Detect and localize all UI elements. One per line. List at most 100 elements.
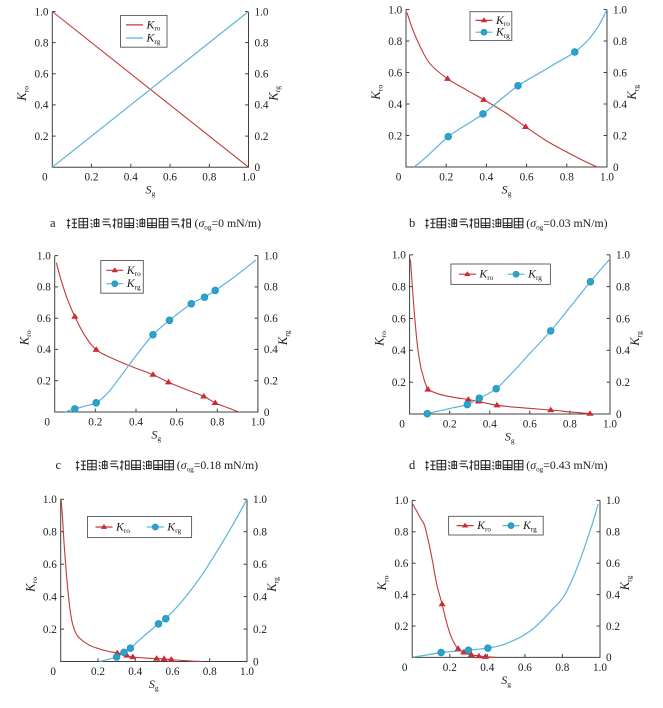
svg-text:1.0: 1.0 xyxy=(253,494,267,506)
svg-text:0: 0 xyxy=(255,162,261,174)
svg-text:c: c xyxy=(56,458,62,472)
svg-text:Krg: Krg xyxy=(495,25,510,40)
svg-text:0: 0 xyxy=(399,419,405,431)
svg-text:0.6: 0.6 xyxy=(255,69,269,81)
svg-text:0: 0 xyxy=(264,407,270,419)
svg-text:1.0: 1.0 xyxy=(43,494,57,506)
svg-text:0.4: 0.4 xyxy=(392,345,406,357)
svg-text:0.8: 0.8 xyxy=(43,527,57,539)
svg-text:0.6: 0.6 xyxy=(606,558,620,570)
svg-text:0.6: 0.6 xyxy=(253,559,267,571)
svg-text:0.6: 0.6 xyxy=(518,662,532,674)
svg-text:0.2: 0.2 xyxy=(37,376,51,388)
svg-text:0.2: 0.2 xyxy=(606,621,620,633)
svg-text:0.8: 0.8 xyxy=(563,419,577,431)
svg-text:1.0: 1.0 xyxy=(264,250,278,262)
svg-text:0.6: 0.6 xyxy=(264,313,278,325)
svg-text:0.2: 0.2 xyxy=(443,662,457,674)
svg-text:Kro: Kro xyxy=(478,267,493,282)
svg-text:1.0: 1.0 xyxy=(240,666,254,678)
svg-text:0.2: 0.2 xyxy=(388,130,402,142)
svg-text:0.4: 0.4 xyxy=(606,589,620,601)
svg-text:0.4: 0.4 xyxy=(43,591,57,603)
svg-text:Krg: Krg xyxy=(265,577,281,593)
svg-text:0.8: 0.8 xyxy=(202,172,216,184)
svg-text:0.2: 0.2 xyxy=(616,377,630,389)
svg-text:0: 0 xyxy=(606,652,612,664)
svg-text:0: 0 xyxy=(613,162,619,174)
svg-text:0.6: 0.6 xyxy=(166,666,180,678)
svg-text:Kro: Kro xyxy=(369,85,385,101)
svg-text:0.4: 0.4 xyxy=(129,417,143,429)
svg-text:0.2: 0.2 xyxy=(264,376,278,388)
svg-text:0.8: 0.8 xyxy=(253,527,267,539)
svg-text:0.6: 0.6 xyxy=(163,172,177,184)
svg-text:0.6: 0.6 xyxy=(520,172,534,184)
svg-text:0: 0 xyxy=(616,409,622,421)
svg-text:Kro: Kro xyxy=(375,575,391,591)
svg-text:(σog=0.03 mN/m): (σog=0.03 mN/m) xyxy=(526,216,607,231)
svg-text:Kro: Kro xyxy=(146,17,161,32)
svg-text:0.4: 0.4 xyxy=(616,345,630,357)
svg-text:0.4: 0.4 xyxy=(388,99,402,111)
svg-text:0.8: 0.8 xyxy=(555,662,569,674)
svg-text:0.2: 0.2 xyxy=(91,666,105,678)
svg-text:0.6: 0.6 xyxy=(616,313,630,325)
svg-text:1.0: 1.0 xyxy=(392,250,406,262)
svg-text:0: 0 xyxy=(253,656,259,668)
svg-text:0.8: 0.8 xyxy=(203,666,217,678)
svg-text:0.8: 0.8 xyxy=(616,281,630,293)
svg-text:(σog=0.43 mN/m): (σog=0.43 mN/m) xyxy=(526,458,607,473)
svg-text:0.2: 0.2 xyxy=(35,131,49,143)
svg-text:Krg: Krg xyxy=(276,330,292,346)
svg-text:Sg: Sg xyxy=(505,430,515,446)
svg-text:Krg: Krg xyxy=(625,85,641,101)
svg-text:0.6: 0.6 xyxy=(43,559,57,571)
svg-text:0.4: 0.4 xyxy=(479,172,493,184)
svg-text:Krg: Krg xyxy=(126,276,141,291)
svg-text:Kro: Kro xyxy=(18,330,34,346)
svg-text:Krg: Krg xyxy=(527,267,542,282)
svg-text:Kro: Kro xyxy=(495,13,510,28)
svg-text:b: b xyxy=(409,216,415,230)
svg-text:Krg: Krg xyxy=(266,86,282,102)
svg-text:Krg: Krg xyxy=(146,31,161,46)
svg-text:0.2: 0.2 xyxy=(88,417,102,429)
svg-text:1.0: 1.0 xyxy=(35,6,49,18)
svg-text:0: 0 xyxy=(402,662,408,674)
svg-text:0.4: 0.4 xyxy=(128,666,142,678)
svg-text:Krg: Krg xyxy=(628,331,644,347)
svg-text:Krg: Krg xyxy=(166,520,181,535)
svg-text:0.8: 0.8 xyxy=(394,527,408,539)
svg-text:0.2: 0.2 xyxy=(613,130,627,142)
svg-text:Kro: Kro xyxy=(373,331,389,347)
svg-text:0.8: 0.8 xyxy=(560,172,574,184)
svg-text:0.4: 0.4 xyxy=(124,172,138,184)
svg-text:0.4: 0.4 xyxy=(35,100,49,112)
svg-text:1.0: 1.0 xyxy=(600,172,614,184)
svg-text:1.0: 1.0 xyxy=(37,250,51,262)
svg-text:0.6: 0.6 xyxy=(37,313,51,325)
svg-text:1.0: 1.0 xyxy=(606,495,620,507)
svg-text:Kro: Kro xyxy=(24,577,40,593)
svg-text:(σog=0 mN/m): (σog=0 mN/m) xyxy=(195,216,262,231)
svg-text:0: 0 xyxy=(44,417,50,429)
svg-text:0.4: 0.4 xyxy=(255,100,269,112)
svg-text:0.4: 0.4 xyxy=(264,344,278,356)
svg-text:Kro: Kro xyxy=(115,520,130,535)
svg-text:0.6: 0.6 xyxy=(613,67,627,79)
svg-text:0.8: 0.8 xyxy=(388,36,402,48)
svg-text:a: a xyxy=(50,216,56,230)
svg-text:Sg: Sg xyxy=(149,677,159,693)
svg-text:Kro: Kro xyxy=(126,263,141,278)
svg-text:1.0: 1.0 xyxy=(593,662,607,674)
svg-text:Kro: Kro xyxy=(476,518,491,533)
svg-text:0.2: 0.2 xyxy=(439,172,453,184)
svg-text:0.8: 0.8 xyxy=(392,281,406,293)
svg-text:Sg: Sg xyxy=(502,183,512,199)
svg-text:0.4: 0.4 xyxy=(37,344,51,356)
svg-text:0.2: 0.2 xyxy=(443,419,457,431)
svg-text:0.4: 0.4 xyxy=(613,99,627,111)
svg-text:0.8: 0.8 xyxy=(37,282,51,294)
svg-text:0.2: 0.2 xyxy=(43,624,57,636)
